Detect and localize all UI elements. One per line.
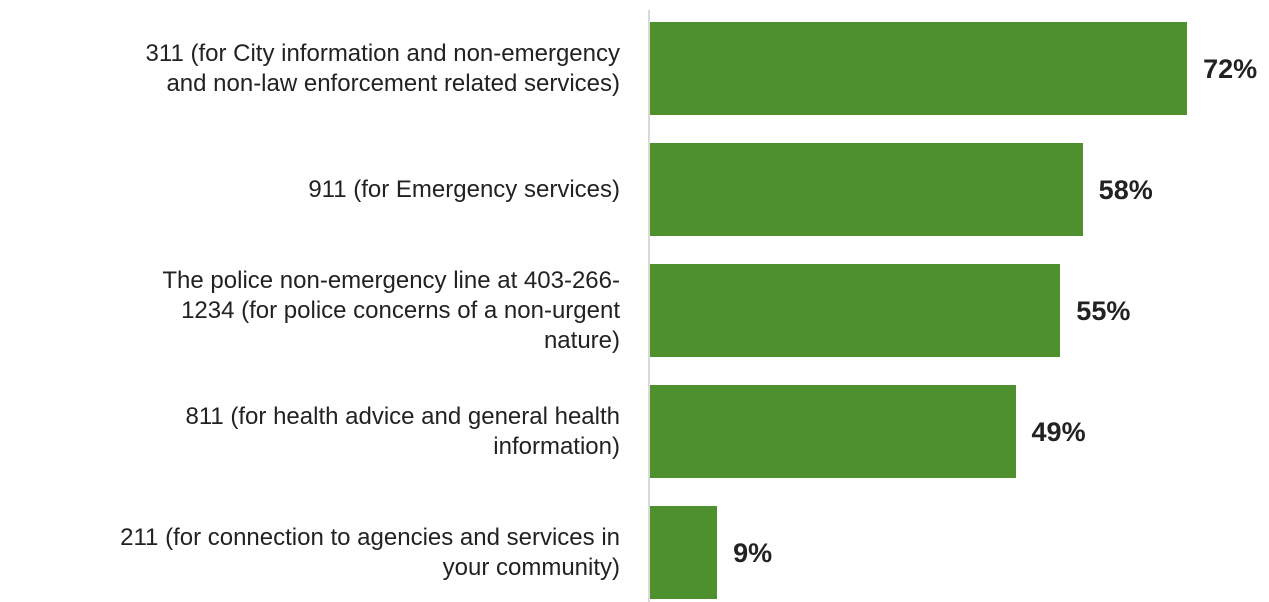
data-label: 55% [1076, 295, 1131, 326]
data-label: 72% [1203, 53, 1258, 84]
bar [650, 385, 1016, 478]
bar [650, 506, 718, 599]
category-label: 811 (for health advice and general healt… [0, 402, 620, 462]
category-label-line: 1234 (for police concerns of a non-urgen… [181, 296, 620, 324]
category-label-line: and non-law enforcement related services… [166, 69, 620, 97]
category-label-line: The police non-emergency line at 403-266… [162, 266, 620, 294]
category-label-line: information) [493, 432, 620, 460]
bar [650, 143, 1083, 236]
category-label-line: 911 (for Emergency services) [308, 175, 620, 203]
category-label: 311 (for City information and non-emerge… [0, 39, 620, 99]
category-label-line: 311 (for City information and non-emerge… [145, 39, 620, 67]
category-label-line: your community) [442, 553, 620, 581]
category-label-line: 211 (for connection to agencies and serv… [120, 523, 620, 551]
category-label: The police non-emergency line at 403-266… [0, 266, 620, 356]
category-label: 911 (for Emergency services) [0, 175, 620, 205]
data-label: 49% [1031, 416, 1086, 447]
category-label: 211 (for connection to agencies and serv… [0, 523, 620, 583]
bar [650, 264, 1061, 357]
data-label: 58% [1098, 174, 1153, 205]
category-axis-line [648, 10, 650, 602]
category-label-line: 811 (for health advice and general healt… [185, 402, 620, 430]
bar [650, 22, 1188, 115]
data-label: 9% [733, 537, 773, 568]
category-label-line: nature) [543, 326, 620, 354]
